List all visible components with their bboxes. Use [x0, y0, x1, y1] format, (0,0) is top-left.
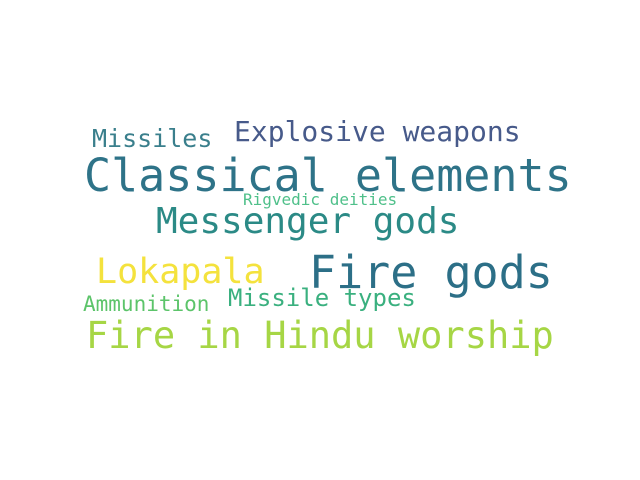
word-missiles: Missiles [92, 124, 213, 153]
word-missile-types: Missile types [228, 284, 416, 312]
word-ammunition: Ammunition [83, 292, 210, 316]
word-messenger-gods: Messenger gods [156, 201, 460, 242]
word-classical-elements: Classical elements [84, 149, 572, 202]
word-fire-in-hindu-worship: Fire in Hindu worship [86, 314, 554, 357]
word-fire-gods: Fire gods [309, 246, 553, 299]
word-rigvedic-deities: Rigvedic deities [243, 190, 398, 209]
word-lokapala: Lokapala [96, 252, 265, 292]
word-explosive-weapons: Explosive weapons [234, 115, 521, 148]
